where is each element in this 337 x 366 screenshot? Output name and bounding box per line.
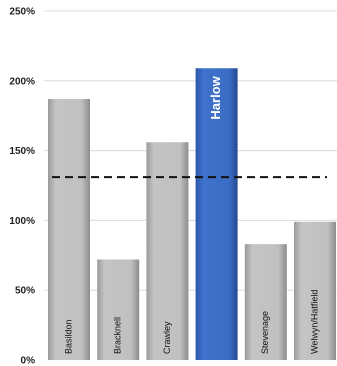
y-axis: 0% 50% 100% 150% 200% 250% [9, 7, 35, 366]
bars [48, 68, 336, 360]
bar-label: Basildon [63, 319, 73, 354]
bar-label: Crawley [162, 321, 172, 354]
y-tick-label: 150% [9, 146, 35, 157]
bar-label: Bracknell [113, 317, 123, 354]
y-tick-label: 0% [21, 356, 36, 366]
y-tick-label: 50% [15, 286, 35, 297]
bar-label: Stevenage [260, 311, 270, 354]
bar-label: Welwyn/Hatfield [309, 290, 319, 354]
y-tick-label: 250% [9, 7, 35, 18]
y-tick-label: 200% [9, 76, 35, 87]
bar-label: Harlow [208, 75, 223, 119]
y-tick-label: 100% [9, 216, 35, 227]
